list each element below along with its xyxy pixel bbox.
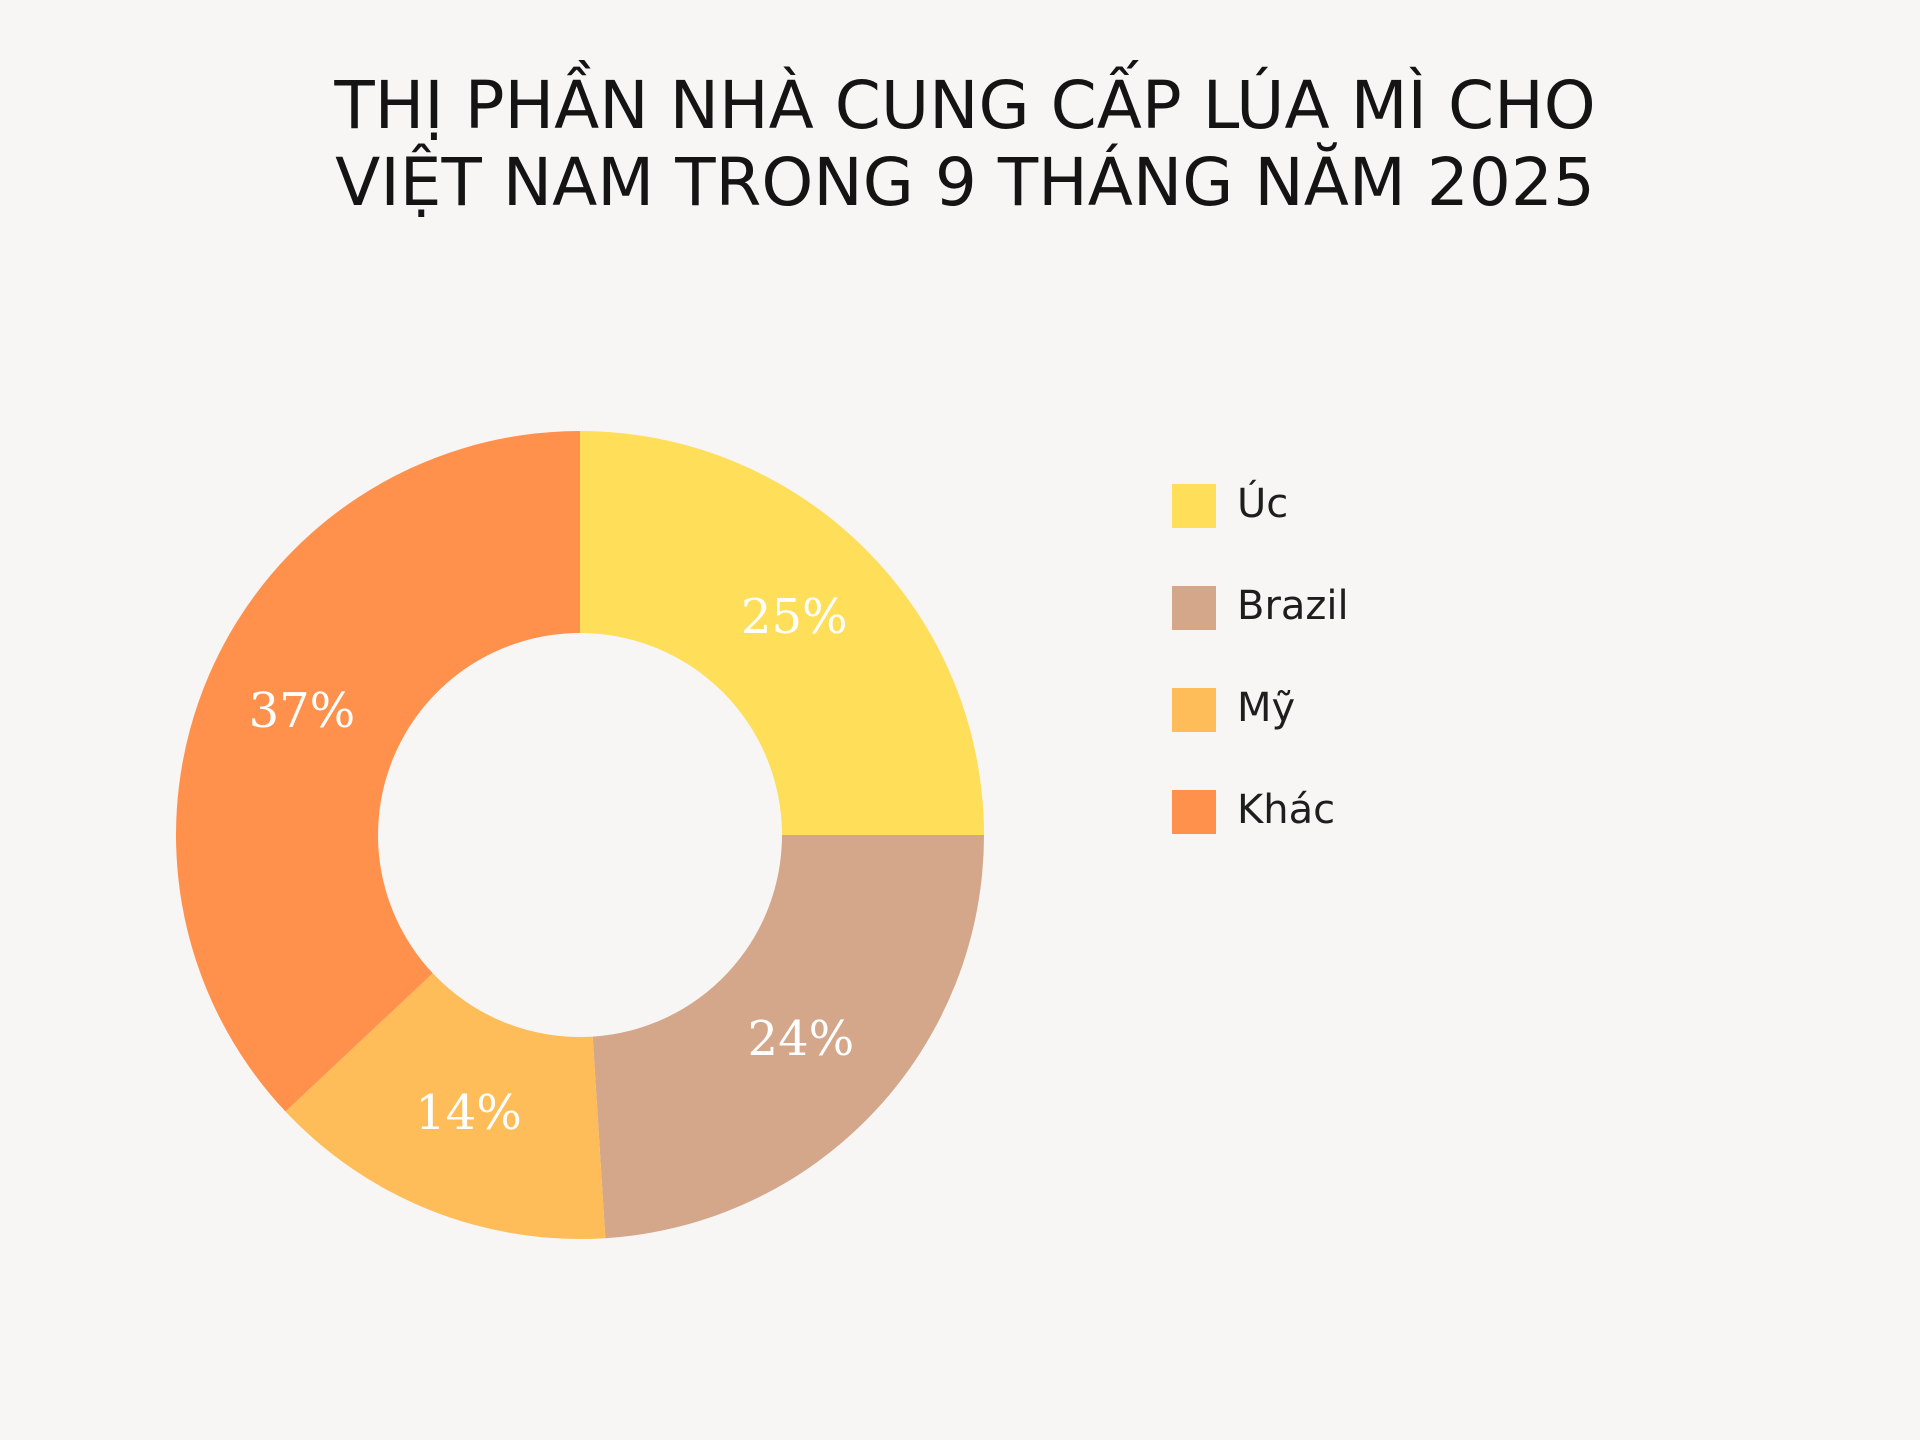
chart-title: VIỆT NAM TRONG 9 THÁNG NĂM 2025 xyxy=(335,143,1595,221)
donut-slice xyxy=(285,973,606,1239)
legend-swatch xyxy=(1172,688,1216,732)
value-label: 14% xyxy=(415,1085,522,1141)
legend-swatch xyxy=(1172,790,1216,834)
donut-slice xyxy=(580,431,984,835)
legend-label: Khác xyxy=(1237,787,1335,833)
legend-label: Úc xyxy=(1237,479,1288,527)
legend-swatch xyxy=(1172,586,1216,630)
legend-label: Brazil xyxy=(1237,583,1349,629)
value-label: 24% xyxy=(748,1011,855,1067)
value-label: 37% xyxy=(249,683,356,739)
donut-slice xyxy=(592,835,984,1239)
donut-slice xyxy=(176,431,580,1112)
chart-title: THỊ PHẦN NHÀ CUNG CẤP LÚA MÌ CHO xyxy=(333,60,1595,144)
value-label: 25% xyxy=(741,589,848,645)
legend-label: Mỹ xyxy=(1237,685,1295,731)
legend-swatch xyxy=(1172,484,1216,528)
